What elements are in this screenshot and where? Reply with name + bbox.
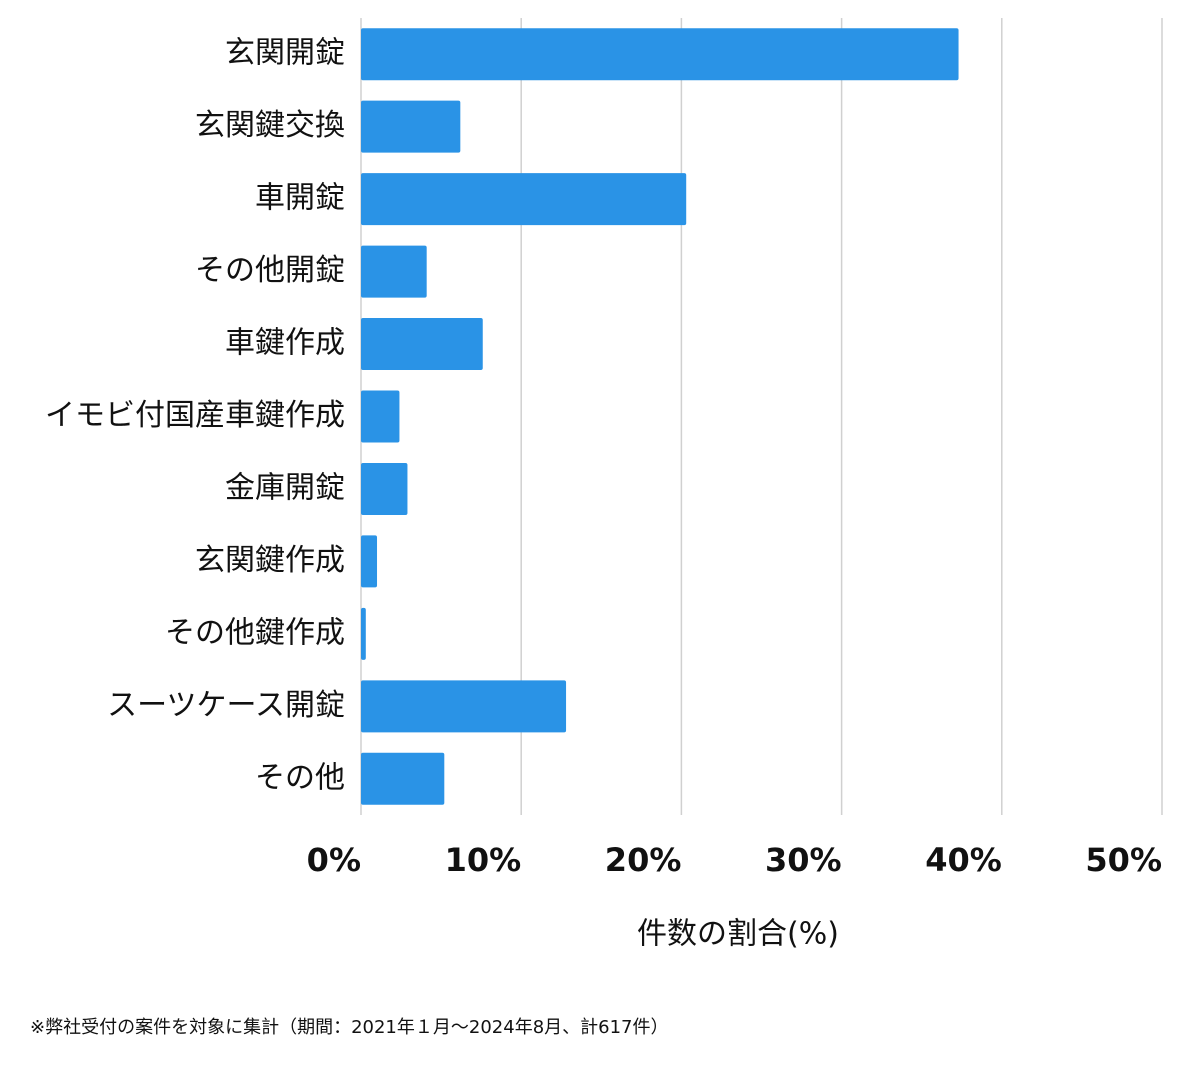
y-tick-label: 車開錠 <box>255 181 345 216</box>
bar <box>361 680 567 733</box>
bar <box>361 245 427 298</box>
y-tick-label: その他鍵作成 <box>165 615 345 650</box>
x-tick-label: 10% <box>445 841 522 879</box>
bar <box>361 100 461 153</box>
y-tick-label: 金庫開錠 <box>225 470 345 505</box>
y-tick-label: 玄関鍵作成 <box>195 543 345 578</box>
bar <box>361 390 400 443</box>
bar <box>361 173 687 226</box>
y-tick-label: 玄関開錠 <box>225 36 345 71</box>
x-tick-label: 40% <box>925 841 1002 879</box>
bar <box>361 28 959 81</box>
x-tick-label: 20% <box>605 841 682 879</box>
x-axis-label: 件数の割合(%) <box>637 917 839 952</box>
x-tick-label: 30% <box>765 841 842 879</box>
footnote: ※弊社受付の案件を対象に集計（期間：2021年１月～2024年8月、計617件） <box>30 1017 669 1038</box>
y-tick-label: その他 <box>255 760 345 795</box>
y-tick-label: その他開錠 <box>195 253 345 288</box>
y-tick-label: 車鍵作成 <box>225 326 345 361</box>
x-tick-label: 0% <box>307 841 361 879</box>
bar <box>361 318 483 371</box>
bar <box>361 607 366 660</box>
bar <box>361 752 445 805</box>
y-tick-label: イモビ付国産車鍵作成 <box>45 398 345 433</box>
bar <box>361 462 408 515</box>
x-tick-label: 50% <box>1085 841 1162 879</box>
y-tick-label: スーツケース開錠 <box>107 688 345 723</box>
bar <box>361 535 378 588</box>
y-tick-label: 玄関鍵交換 <box>195 108 345 143</box>
